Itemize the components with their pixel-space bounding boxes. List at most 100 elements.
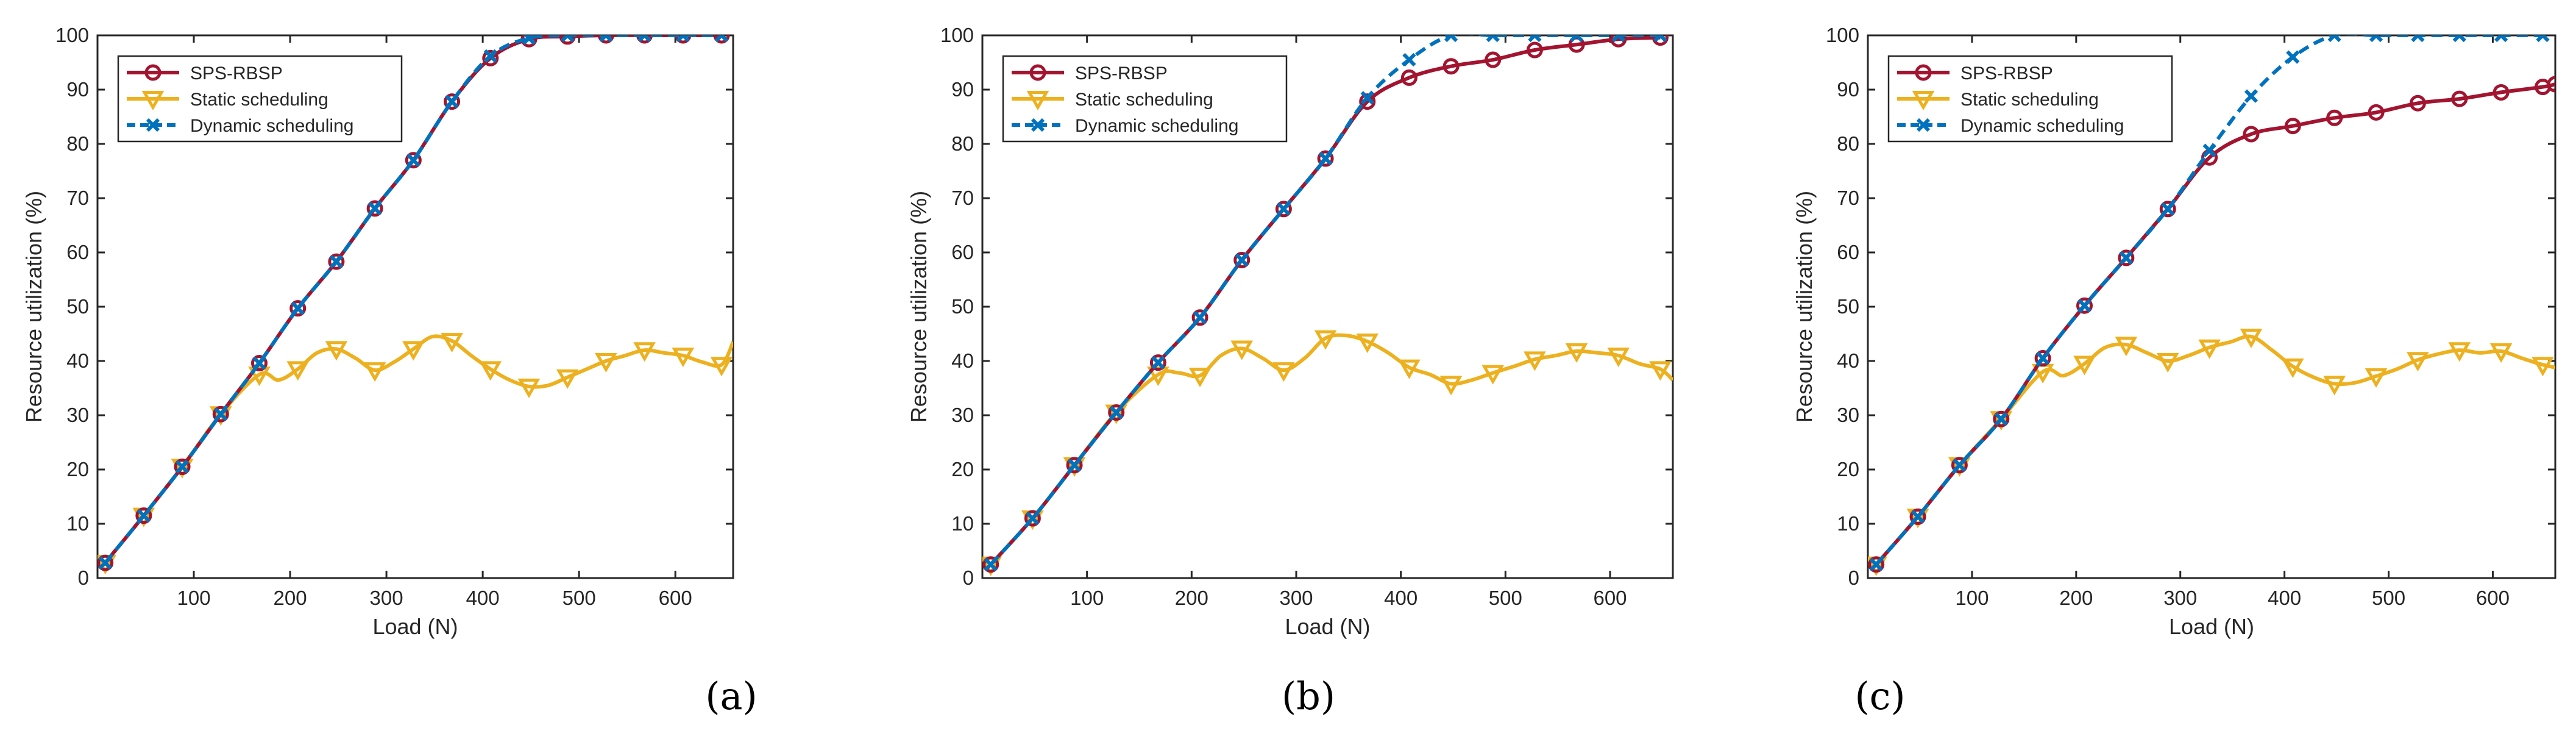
panel-a-chart: 0 10 20 30 40 50 60 70 80 90 100 100 200 300 400 500 600…	[21, 24, 734, 639]
panel-a-series-sps-point	[675, 35, 692, 44]
panel-b-series-static-point	[1524, 351, 1546, 371]
panel-a-series-static-point	[595, 353, 617, 373]
panel-c-series-sps-point	[2409, 95, 2426, 112]
panel-b-series-sps-point	[1442, 58, 1460, 75]
panel-a-series-dynamic-point	[175, 460, 190, 474]
panel-c-ylabel: Resource utilization (%)	[1792, 191, 1817, 423]
panel-c-series-dynamic-point	[2327, 35, 2341, 43]
panel-c-xlabel: Load (N)	[2169, 614, 2254, 639]
panel-a-series-sps-point	[289, 300, 307, 317]
panel-b-xlabel: Load (N)	[1285, 614, 1370, 639]
panel-a-series-dynamic-point	[329, 255, 344, 269]
panel-a-series-static-point	[248, 366, 271, 387]
panel-b-ytick-label: 90	[951, 78, 974, 101]
panel-a-series-dynamic-point	[291, 301, 305, 315]
panel-c-series-dynamic-point	[2452, 35, 2466, 43]
panel-c-series-sps-point	[2159, 201, 2176, 218]
panel-a-ytick-label: 40	[66, 349, 89, 372]
panel-a-series-static-point	[517, 378, 541, 398]
panel-c-series-dynamic-line	[1875, 35, 2543, 566]
panel-c-xtick-label: 100	[1955, 587, 1989, 609]
panel-c-series-sps-point	[2326, 109, 2343, 126]
panel-c-series-dynamic-point	[2536, 35, 2550, 43]
panel-b-ylabel: Resource utilization (%)	[906, 191, 931, 423]
panel-b-series-sps-point	[1024, 510, 1041, 527]
panel-c-series-static-point	[2407, 352, 2429, 372]
panel-b-ytick-label: 100	[940, 24, 974, 46]
panel-a-series-sps-point	[636, 35, 653, 44]
panel-c-series-sps-point	[2118, 249, 2135, 266]
panel-a-series-dynamic-point	[214, 407, 228, 421]
panel-a-ytick-label: 30	[66, 404, 89, 426]
panel-c-xtick-label: 600	[2476, 587, 2510, 609]
panel-b-series-dynamic-point	[1277, 202, 1291, 216]
panel-b-series-static-point	[1272, 362, 1295, 382]
panel-a-series-dynamic-point	[637, 35, 651, 43]
panel-label-b: (b)	[1281, 674, 1336, 718]
panel-c-series-dynamic-point	[2286, 50, 2300, 64]
panel-b-xtick-label: 200	[1175, 587, 1208, 609]
panel-c-series-dynamic-point	[2244, 89, 2258, 103]
panel-a-legend-sps-marker	[144, 64, 161, 81]
panel-c-series-sps-point	[2493, 84, 2510, 101]
panel-c-series-static-point	[2073, 355, 2096, 376]
panel-c-ytick-label: 40	[1837, 349, 1859, 372]
panel-a-series-sps-point	[328, 253, 345, 270]
panel-a-series-dynamic-point	[406, 153, 420, 167]
panel-c-series-sps-point	[2076, 297, 2093, 314]
panel-a-series-static-point	[441, 333, 463, 353]
panel-b-legend-sps-marker	[1029, 64, 1046, 81]
panel-b-series-sps-point	[1317, 150, 1334, 167]
panel-a-series-static-point	[556, 369, 579, 389]
panel-c-series-dynamic-point	[1994, 412, 2008, 426]
panel-c-series-static-point	[2365, 368, 2388, 388]
panel-c-series-sps-point	[2547, 76, 2555, 93]
panel-c-series-dynamic-point	[1911, 510, 1925, 524]
panel-c-legend: SPS-RBSP Static scheduling Dynamic schedul…	[1887, 55, 2173, 143]
panel-b-series-dynamic-point	[1569, 35, 1584, 43]
panel-a-series-sps-point	[405, 152, 422, 169]
panel-c-series-static-point	[2282, 358, 2304, 378]
panel-b-series-sps-point	[1275, 201, 1292, 218]
panel-b-series-static-point	[1481, 365, 1505, 385]
panel-c-series-dynamic-point	[2161, 202, 2175, 216]
panel-b-series-sps-point	[1610, 35, 1627, 48]
panel-a-xtick-label: 400	[466, 587, 500, 609]
panel-a-xtick-label: 300	[370, 587, 403, 609]
panel-c-legend-static-marker	[1912, 91, 1935, 111]
panel-b-series-dynamic-point	[1528, 35, 1542, 43]
panel-a-legend-dynamic-marker	[146, 118, 160, 132]
panel-b-series-sps-point	[1066, 457, 1083, 474]
panel-b-series-static-point	[1439, 376, 1463, 396]
panel-b-series-dynamic-line	[989, 35, 1661, 566]
panel-c-ytick-label: 100	[1826, 24, 1859, 46]
panel-b-series-dynamic-point	[1151, 355, 1165, 370]
panel-b-xtick-label: 500	[1489, 587, 1522, 609]
panel-a-series-static-point	[286, 361, 310, 381]
panel-a-legend-static-label: Static scheduling	[190, 90, 328, 110]
panel-label-c: (c)	[1854, 674, 1906, 718]
panel-c-series-sps-point	[2368, 104, 2385, 121]
panel-b-series-dynamic-point	[1402, 52, 1416, 67]
panel-c-legend-sps-label: SPS-RBSP	[1960, 63, 2053, 84]
panel-a-series-sps-point	[98, 554, 114, 571]
panel-c-series-static-point	[2198, 339, 2221, 359]
panel-c-series-sps-point	[2284, 118, 2301, 135]
panel-a-series-static-point	[672, 348, 695, 368]
panel-label-a: (a)	[705, 674, 758, 718]
panel-c-ytick-label: 60	[1837, 241, 1859, 263]
panel-b-series-static-point	[1607, 348, 1630, 368]
panel-a-xlabel: Load (N)	[372, 614, 458, 639]
panel-b-ytick-label: 0	[963, 566, 974, 589]
panel-a-ytick-label: 60	[66, 241, 89, 263]
panel-c-xtick-label: 200	[2059, 587, 2093, 609]
panel-a-series-dynamic-line	[104, 35, 722, 565]
panel-b-series-sps-point	[1108, 404, 1125, 421]
panel-a-series-sps-point	[597, 35, 614, 44]
panel-a-series-sps-point	[212, 405, 229, 423]
panel-a-legend-dynamic-label: Dynamic scheduling	[190, 116, 353, 136]
panel-c-series-static-point	[2489, 343, 2513, 363]
panel-a-series-sps-point	[713, 35, 730, 44]
panel-a-series-dynamic-point	[714, 35, 729, 43]
panel-a-series-sps-point	[366, 200, 383, 217]
